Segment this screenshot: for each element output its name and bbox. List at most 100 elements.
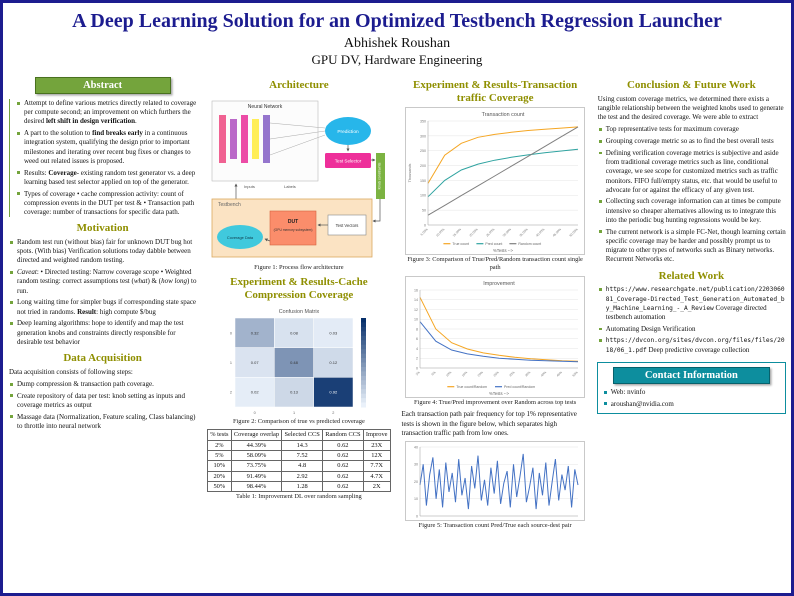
bullet-item: Grouping coverage metric so as to find t…	[598, 137, 786, 146]
abstract-header: Abstract	[34, 77, 171, 94]
svg-text:0: 0	[416, 366, 418, 370]
svg-text:0.32: 0.32	[251, 330, 260, 335]
svg-text:50%: 50%	[572, 370, 579, 377]
svg-text:250: 250	[420, 149, 426, 153]
svg-text:15%: 15%	[461, 370, 468, 377]
related-work-link[interactable]: https://dvcon.org/sites/dvcon.org/files/…	[605, 337, 785, 354]
nn-layer-bar	[218, 114, 226, 163]
bullet-item: Collecting such coverage information can…	[598, 197, 786, 225]
svg-text:50.00%: 50.00%	[569, 227, 579, 237]
table-cell: 0.62	[322, 460, 364, 472]
svg-text:True count/Random: True count/Random	[456, 385, 487, 389]
arrow-dut-to-coverage	[264, 238, 271, 242]
svg-text:20.00%: 20.00%	[469, 227, 479, 237]
labels-label: Labels	[284, 184, 296, 189]
svg-text:12: 12	[414, 308, 418, 312]
svg-text:30: 30	[414, 463, 418, 467]
bullet-item: A part to the solution to find breaks ea…	[16, 129, 197, 166]
bullet-item: Top representative tests for maximum cov…	[598, 125, 786, 134]
testbench-label: Testbench	[218, 202, 241, 208]
nn-layer-bar	[229, 118, 237, 159]
svg-text:0.07: 0.07	[251, 360, 260, 365]
svg-text:8: 8	[416, 327, 418, 331]
table-cell: 23X	[362, 439, 391, 452]
svg-text:0.13: 0.13	[290, 389, 299, 394]
series-line	[419, 321, 579, 362]
bullet-item: Results: Coverage- existing random test …	[16, 168, 196, 186]
svg-text:6: 6	[416, 337, 418, 341]
svg-text:45.00%: 45.00%	[552, 227, 562, 237]
table-cell: 91.49%	[230, 470, 283, 483]
figure2-caption: Figure 2: Comparison of true vs predicte…	[232, 417, 365, 425]
abstract-body: Attempt to define various metrics direct…	[9, 99, 197, 218]
svg-text:2: 2	[230, 390, 232, 394]
poster-title: A Deep Learning Solution for an Optimize…	[72, 10, 722, 32]
section-data-acquisition: Data Acquisition Data acquisition consis…	[8, 352, 197, 431]
chart-svg: 0 50 100 150 200 250 300 350 5.00% 10.00% 15.00% 20…	[408, 112, 579, 253]
svg-text:20%: 20%	[477, 370, 484, 377]
svg-text:35.00%: 35.00%	[519, 227, 529, 237]
table-cell: 7.7X	[362, 460, 391, 472]
series-line	[427, 126, 579, 184]
column-2: Architecture Neural Network	[204, 74, 393, 505]
svg-text:15.00%: 15.00%	[452, 227, 462, 237]
figure4-chart: 0 2 4 6 8 10 12 14 16 1% 5% 10% 15% 20% 25% 30% 35% 40% 45…	[405, 275, 586, 398]
svg-text:Improvement: Improvement	[483, 281, 515, 287]
bullet-item: aroushan@nvidia.com	[603, 400, 781, 409]
data-acquisition-title: Data Acquisition	[63, 352, 142, 365]
cache-results-title: Experiment & Results-Cache Compression C…	[230, 276, 368, 301]
test-vectors-label: Test Vectors	[335, 223, 358, 228]
table-cell: 7.52	[281, 449, 324, 462]
svg-text:16: 16	[414, 288, 418, 292]
svg-text:10.00%: 10.00%	[435, 227, 445, 237]
nn-connection	[269, 130, 325, 139]
arrow-knob-to-testbench	[372, 198, 381, 223]
table-cell: 1.28	[281, 481, 324, 493]
svg-text:1: 1	[293, 411, 295, 415]
figure3-chart: 0 50 100 150 200 250 300 350 5.00% 10.00% 15.00% 20…	[405, 107, 586, 256]
bullet-item: Web: nvinfo	[603, 388, 781, 397]
svg-text:30.00%: 30.00%	[502, 227, 512, 237]
svg-text:1%: 1%	[415, 370, 421, 376]
section-motivation: Motivation Random test run (without bias…	[8, 222, 197, 347]
svg-text:200: 200	[420, 164, 426, 168]
bullet-item: Defining verification coverage metrics i…	[598, 149, 786, 195]
svg-text:0: 0	[416, 514, 418, 518]
poster-columns: Abstract Attempt to define various metri…	[8, 74, 786, 534]
contact-list: Web: nvinfo aroushan@nvidia.com	[602, 388, 781, 409]
bullet-item: Types of coverage • cache compression ac…	[16, 190, 197, 218]
nn-layer-bar	[240, 114, 248, 163]
related-work-link[interactable]: https://www.researchgate.net/publication…	[605, 286, 785, 312]
svg-text:40: 40	[414, 445, 418, 449]
svg-text:%Tests -->: %Tests -->	[489, 391, 509, 396]
table-cell: 50%	[207, 481, 232, 493]
table-row: 2% 44.39% 14.3 0.62 23X	[207, 439, 391, 452]
svg-text:%Tests -->: %Tests -->	[493, 248, 513, 253]
table-cell: 4.7X	[362, 470, 391, 483]
neural-network-label: Neural Network	[248, 104, 283, 110]
data-acquisition-list: Dump compression & transaction path cove…	[8, 380, 197, 431]
table-header: Selected CCS	[281, 429, 324, 441]
svg-text:5%: 5%	[431, 370, 437, 376]
table-cell: 5%	[207, 449, 232, 462]
related-work-desc: Automating Design Verification	[605, 324, 696, 333]
figure2-chart: 0.32 0.08 0.03 0.07 0.48 0.12 0.02 0.13 0.92 0 1 2 0…	[221, 305, 377, 417]
abstract-list: Attempt to define various metrics direct…	[15, 99, 197, 217]
column-3: Experiment & Results-Transaction traffic…	[401, 74, 590, 534]
bullet-item: Create repository of data per test: knob…	[9, 392, 197, 410]
nn-connection	[269, 122, 325, 128]
svg-text:5.00%: 5.00%	[420, 227, 429, 236]
svg-text:0.08: 0.08	[290, 330, 299, 335]
bullet-item: Massage data (Normalization, Feature sca…	[9, 412, 196, 430]
bullet-item: Attempt to define various metrics direct…	[16, 99, 197, 126]
table-row: 50% 98.44% 1.28 0.62 2X	[207, 481, 391, 493]
series-line	[419, 453, 579, 510]
table-cell: 0.62	[322, 449, 364, 462]
svg-text:40.00%: 40.00%	[535, 227, 545, 237]
poster-affiliation: GPU DV, Hardware Engineering	[311, 52, 483, 67]
svg-text:50: 50	[422, 209, 426, 213]
svg-text:0.03: 0.03	[329, 330, 338, 335]
svg-text:35%: 35%	[524, 370, 531, 377]
svg-text:0: 0	[424, 224, 426, 228]
